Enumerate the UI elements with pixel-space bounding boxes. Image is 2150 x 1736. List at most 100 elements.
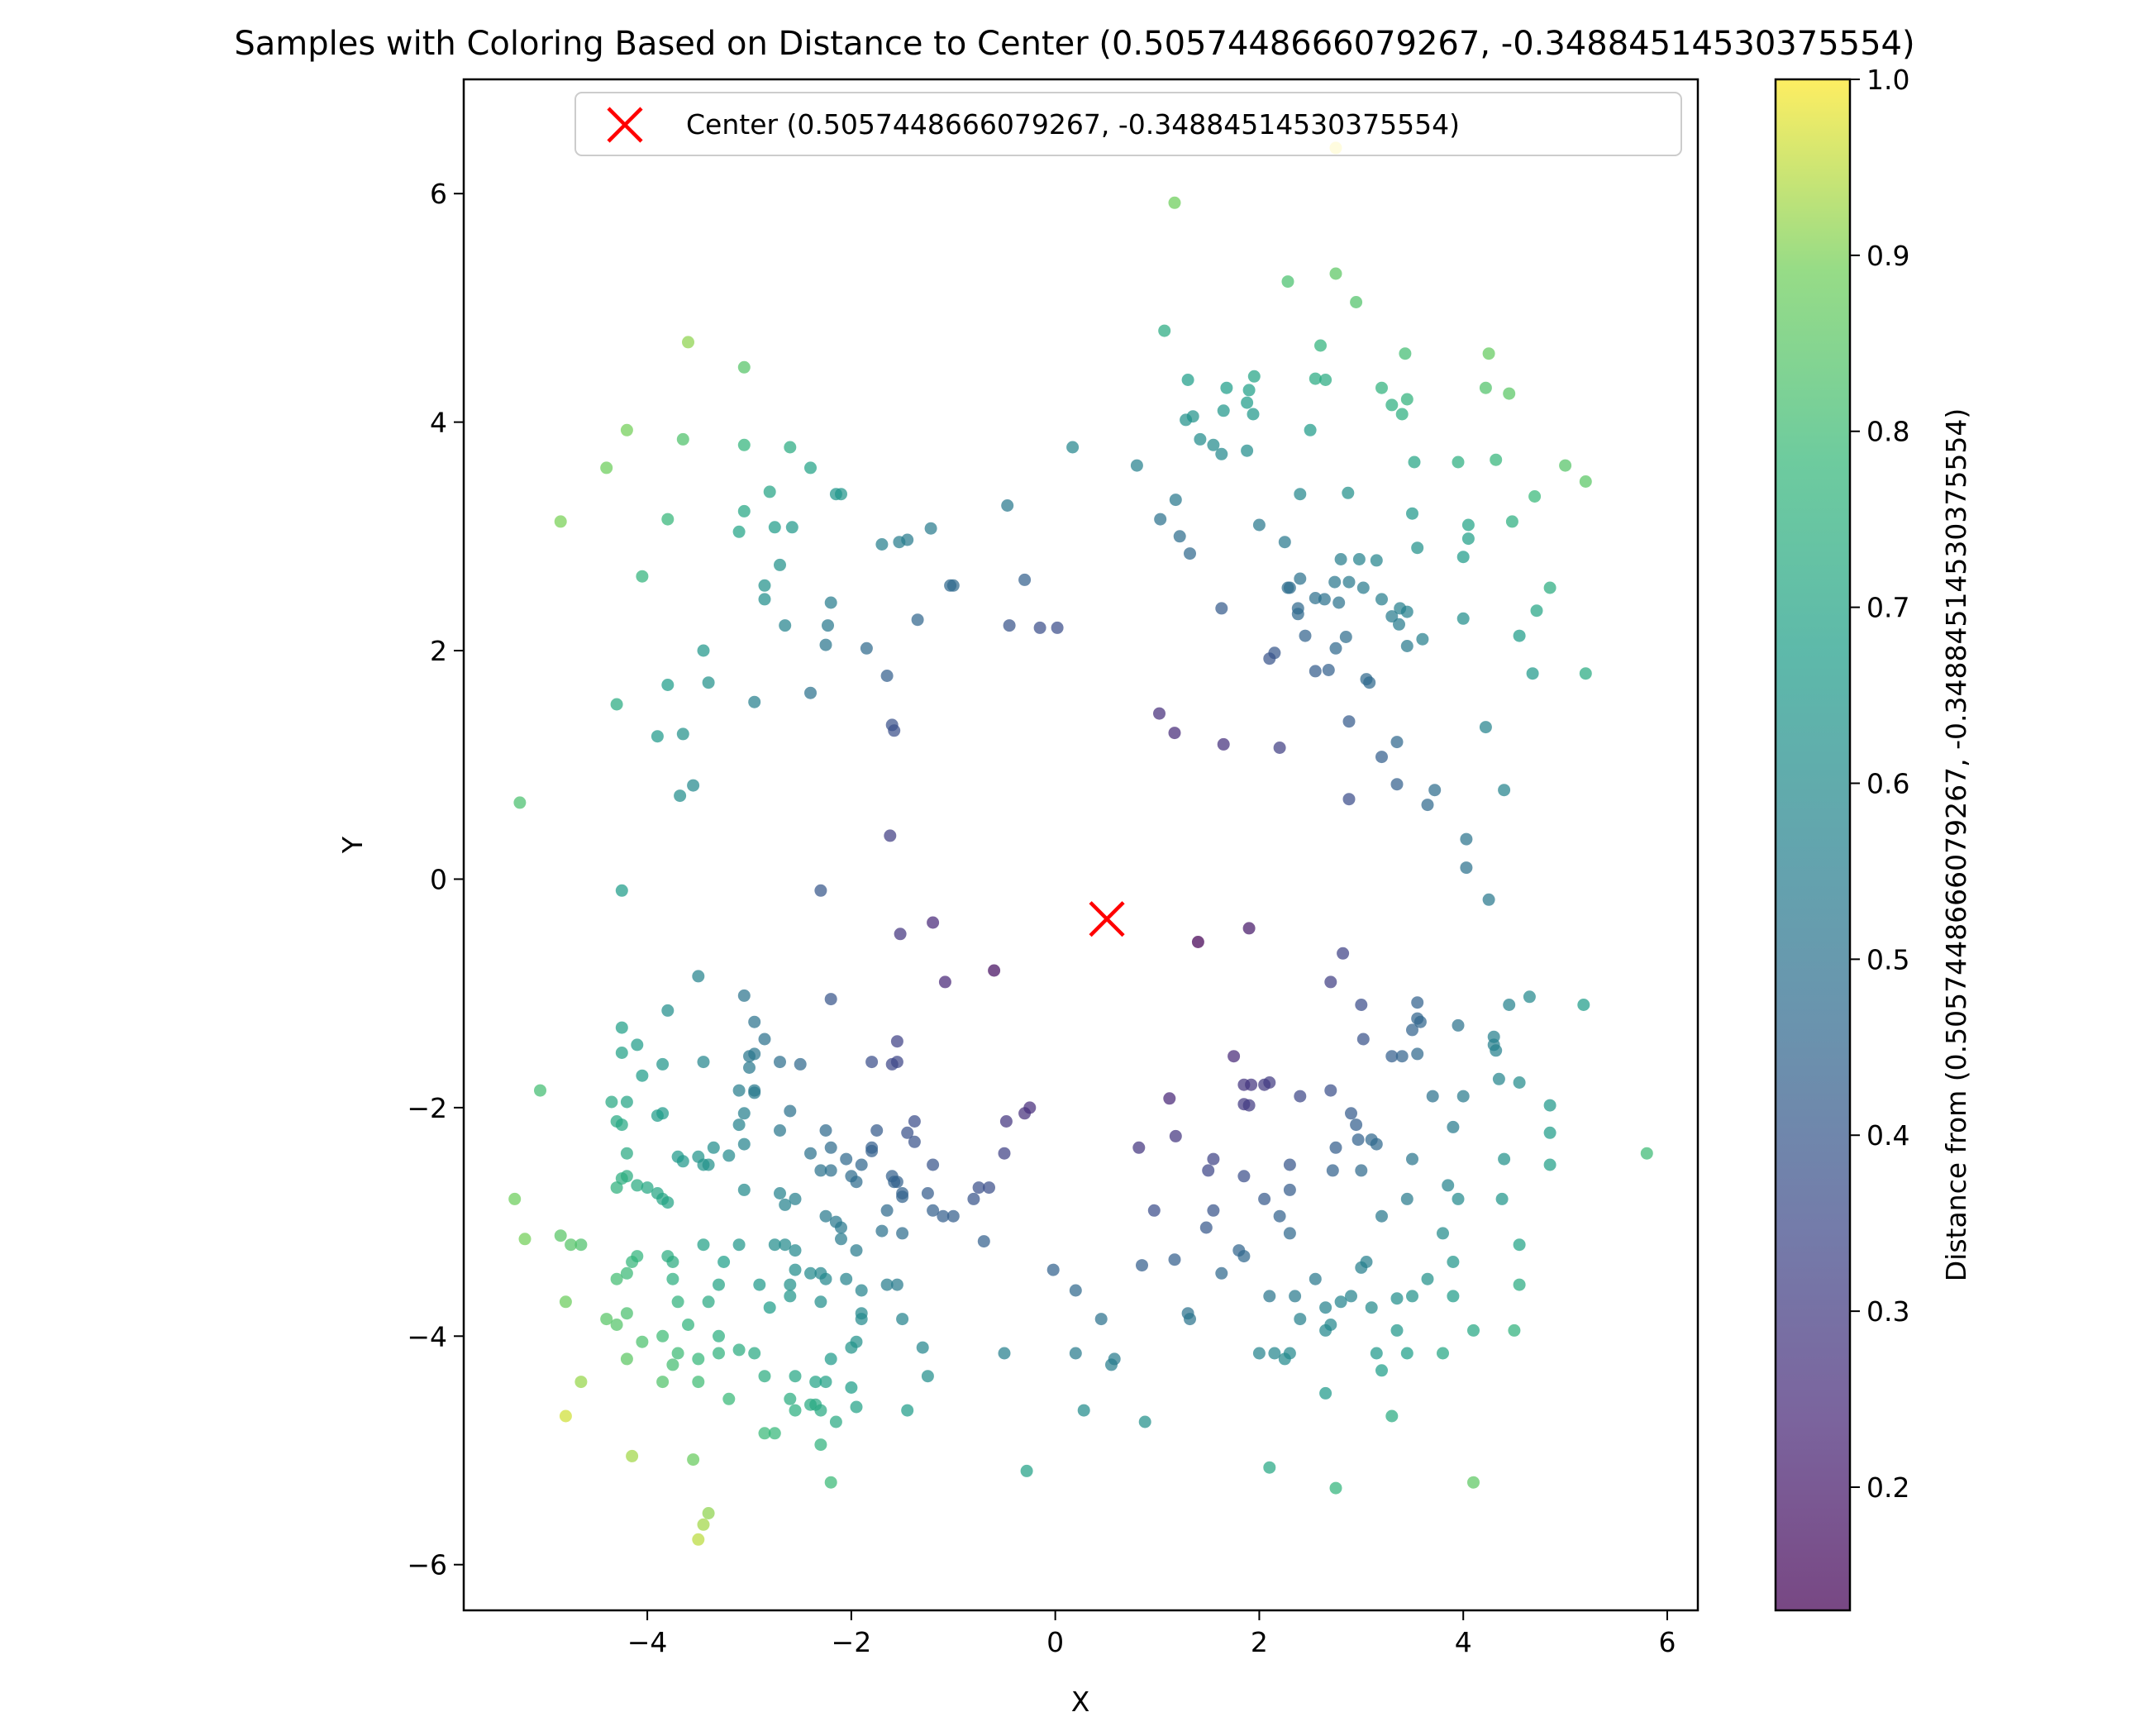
scatter-point [1066, 441, 1080, 454]
scatter-point [1461, 532, 1475, 546]
scatter-point [641, 1181, 654, 1195]
scatter-point [1273, 1209, 1286, 1223]
scatter-point [717, 1256, 731, 1268]
scatter-point [1215, 1266, 1228, 1280]
scatter-point [1447, 1290, 1460, 1303]
scatter-point [1490, 453, 1503, 466]
scatter-point [1263, 1290, 1276, 1303]
scatter-point [1237, 1170, 1251, 1183]
scatter-point [901, 1404, 914, 1417]
center-x-stroke [1089, 901, 1125, 937]
scatter-point [702, 1507, 715, 1519]
scatter-point [682, 336, 694, 349]
scatter-point [1375, 751, 1388, 764]
scatter-point [908, 1135, 921, 1148]
scatter-point [809, 1376, 822, 1389]
scatter-point [559, 1295, 572, 1309]
scatter-point [927, 916, 940, 929]
scatter-point [804, 1266, 817, 1280]
scatter-point [753, 1278, 766, 1291]
scatter-point [1215, 602, 1228, 615]
scatter-point [1207, 1204, 1220, 1217]
scatter-point [880, 1278, 894, 1291]
scatter-point [1326, 1164, 1339, 1177]
scatter-point [676, 1155, 689, 1168]
scatter-point [1408, 455, 1421, 469]
scatter-point [850, 1400, 863, 1414]
scatter-point [671, 1347, 684, 1360]
scatter-point [789, 1370, 802, 1383]
scatter-point [615, 884, 628, 897]
scatter-point [901, 1126, 914, 1139]
scatter-point [1245, 1078, 1258, 1091]
scatter-point [697, 1056, 710, 1069]
scatter-point [574, 1376, 588, 1389]
scatter-point [1467, 1476, 1480, 1489]
scatter-point [1337, 947, 1350, 960]
scatter-point [1147, 1204, 1161, 1217]
scatter-point [1370, 1137, 1383, 1151]
scatter-point [804, 461, 817, 475]
scatter-point [824, 1476, 837, 1489]
scatter-point [880, 670, 894, 682]
scatter-point [1508, 1323, 1521, 1337]
scatter-point [1309, 665, 1322, 678]
y-axis-label: Y [336, 836, 369, 854]
scatter-point [1385, 610, 1399, 623]
scatter-point [1342, 486, 1355, 499]
center-marker [1089, 901, 1125, 937]
scatter-point [1505, 515, 1518, 528]
scatter-point [732, 1118, 746, 1132]
scatter-point [615, 1047, 628, 1059]
scatter-point [1202, 1164, 1215, 1177]
scatter-point [656, 1376, 670, 1389]
scatter-point [1163, 1092, 1176, 1105]
colorbar-tick-label: 0.7 [1866, 592, 1909, 624]
scatter-point [1283, 581, 1296, 594]
colorbar-frame [1774, 78, 1852, 1612]
scatter-point [1314, 339, 1327, 352]
scatter-point [1395, 1050, 1409, 1063]
scatter-point [1355, 1164, 1368, 1177]
x-tick-label: 6 [1658, 1626, 1676, 1658]
scatter-point [1309, 592, 1322, 604]
scatter-point [1456, 551, 1470, 564]
scatter-point [1370, 554, 1383, 567]
scatter-point [748, 1047, 761, 1061]
scatter-point [600, 461, 613, 475]
scatter-point [865, 1056, 879, 1069]
scatter-point [661, 1004, 675, 1017]
scatter-point [779, 1238, 792, 1252]
scatter-point [1294, 572, 1307, 585]
scatter-point [1513, 1278, 1526, 1291]
scatter-point [814, 884, 827, 897]
scatter-point [1191, 936, 1204, 948]
scatter-point [697, 1238, 710, 1252]
colorbar: 0.2 0.3 0.4 0.5 0.6 0.7 0.8 0.9 1.0 Distance fro… [1774, 64, 1972, 1612]
scatter-point [702, 676, 715, 689]
scatter-point [707, 1141, 720, 1154]
colorbar-tick-label: 0.5 [1866, 943, 1909, 975]
scatter-point [1309, 1272, 1322, 1285]
scatter-point [998, 1347, 1011, 1360]
scatter-point [620, 1095, 633, 1109]
scatter-point [758, 1033, 771, 1046]
scatter-point [631, 1250, 644, 1263]
scatter-point [785, 521, 799, 534]
scatter-point [1495, 1192, 1509, 1205]
scatter-point [890, 1278, 903, 1291]
scatter-point [1132, 1141, 1146, 1154]
scatter-point [1001, 499, 1014, 512]
scatter-point [1428, 784, 1442, 797]
scatter-point [819, 638, 832, 651]
scatter-point [1416, 632, 1429, 646]
colorbar-tick-label: 0.9 [1866, 240, 1909, 272]
scatter-point [1324, 975, 1337, 989]
scatter-point [534, 1084, 546, 1097]
scatter-point [1363, 676, 1376, 689]
y-tick-label: 4 [430, 407, 447, 439]
scatter-point [1413, 1015, 1427, 1028]
x-tick-label: 2 [1251, 1626, 1268, 1658]
scatter-point [1456, 612, 1470, 625]
scatter-point [1294, 488, 1307, 501]
